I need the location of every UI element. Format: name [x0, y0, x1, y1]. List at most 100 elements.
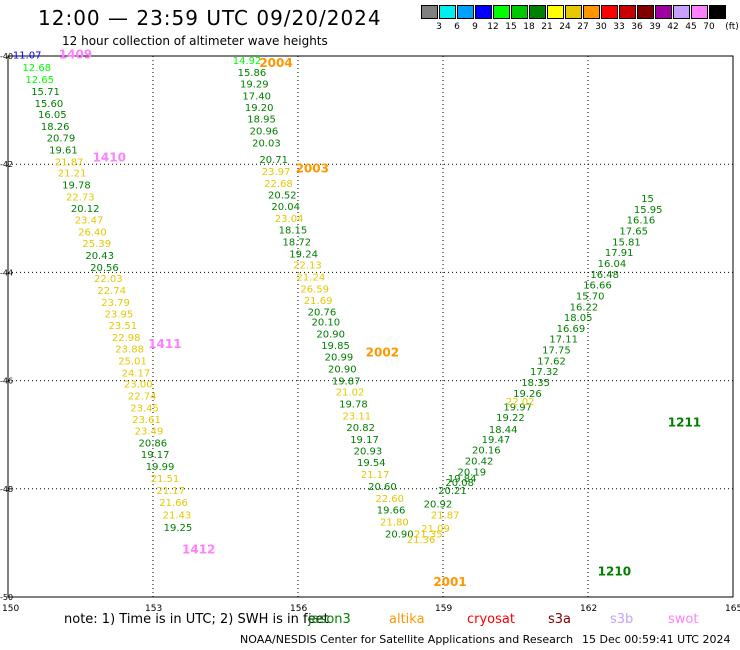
- wave-height-value: 17.40: [242, 91, 271, 102]
- satellite-legend-s3a: s3a: [548, 612, 572, 627]
- wave-height-value: 26.40: [78, 228, 107, 239]
- wave-height-value: 21.43: [163, 511, 192, 522]
- wave-height-value: 23.04: [275, 214, 304, 225]
- wave-height-value: 23.79: [101, 298, 130, 309]
- lat-tick-label: -44: [0, 268, 13, 277]
- wave-height-value: 20.19: [458, 467, 487, 478]
- pass-number-label: 1412: [182, 543, 215, 557]
- wave-height-value: 20.86: [139, 439, 168, 450]
- wave-height-value: 20.71: [259, 155, 288, 166]
- wave-height-value: 20.90: [316, 329, 345, 340]
- lon-tick-label: 153: [145, 604, 162, 614]
- wave-height-value: 20.96: [250, 126, 279, 137]
- wave-height-value: 16.69: [557, 324, 586, 335]
- wave-height-value: 22.13: [293, 261, 322, 272]
- lon-tick-label: 156: [290, 604, 307, 614]
- wave-height-value: 17.11: [549, 335, 578, 346]
- wave-height-value: 21.87: [55, 157, 84, 168]
- wave-height-value: 17.65: [619, 227, 648, 238]
- legend-swatch: [493, 5, 510, 19]
- legend-label: 9: [472, 22, 478, 32]
- wave-height-value: 12.68: [23, 63, 52, 74]
- chart-subtitle: 12 hour collection of altimeter wave hei…: [62, 34, 328, 48]
- legend-label: 70: [703, 22, 715, 32]
- wave-height-value: 20.93: [354, 447, 383, 458]
- legend-label: 36: [631, 22, 643, 32]
- wave-height-value: 19.54: [357, 458, 386, 469]
- wave-height-value: 21.24: [297, 273, 326, 284]
- legend-swatch: [655, 5, 672, 19]
- wave-height-value: 17.62: [537, 356, 566, 367]
- wave-height-value: 20.92: [424, 500, 453, 511]
- legend-swatch: [457, 5, 474, 19]
- wave-height-value: 15.95: [634, 205, 663, 216]
- wave-height-value: 19.17: [141, 450, 170, 461]
- generated-timestamp: 15 Dec 00:59:41 UTC 2024: [582, 633, 731, 646]
- wave-height-value: 15.81: [612, 237, 641, 248]
- wave-height-value: 19.85: [321, 341, 350, 352]
- satellite-legend-swot: swot: [668, 612, 699, 627]
- pass-number-label: 2004: [259, 56, 292, 70]
- wave-height-value: 15.86: [238, 68, 267, 79]
- wave-height-value: 23.51: [109, 321, 138, 332]
- satellite-legend-altika: altika: [389, 612, 425, 627]
- wave-height-value: 16.48: [590, 270, 619, 281]
- lon-tick-label: 159: [435, 604, 452, 614]
- wave-height-value: 14.92: [233, 56, 262, 67]
- wave-height-value: 24.17: [122, 368, 151, 379]
- legend-swatch: [547, 5, 564, 19]
- wave-height-value: 21.02: [336, 388, 365, 399]
- wave-height-value: 22.73: [66, 192, 95, 203]
- legend-swatch: [691, 5, 708, 19]
- lat-tick-label: -50: [0, 593, 13, 602]
- satellite-legend-cryosat: cryosat: [467, 612, 515, 627]
- wave-height-value: 15.71: [31, 87, 60, 98]
- wave-height-value: 21.35: [414, 529, 443, 540]
- wave-height-value: 20.56: [90, 263, 119, 274]
- wave-height-value: 15.60: [35, 99, 64, 110]
- wave-height-value: 20.90: [385, 529, 414, 540]
- wave-height-value: 23.49: [135, 427, 164, 438]
- legend-label: 18: [523, 22, 535, 32]
- satellite-legend-s3b: s3b: [610, 612, 634, 627]
- wave-height-value: 21.17: [156, 486, 185, 497]
- wave-height-value: 15: [641, 194, 654, 205]
- legend-label: 45: [685, 22, 697, 32]
- wave-height-value: 19.29: [240, 79, 269, 90]
- wave-height-value: 20.79: [47, 133, 76, 144]
- wave-height-value: 23.47: [75, 216, 104, 227]
- wave-height-value: 20.76: [308, 308, 337, 319]
- wave-height-value: 21.17: [361, 470, 390, 481]
- wave-height-value: 19.84: [448, 474, 477, 485]
- wave-height-value: 23.45: [130, 403, 159, 414]
- wave-height-value: 26.59: [300, 284, 329, 295]
- lon-tick-label: 162: [580, 604, 597, 614]
- legend-swatch: [421, 5, 438, 19]
- legend-label: 42: [667, 22, 679, 32]
- wave-height-value: 19.97: [503, 402, 532, 413]
- wave-height-value: 21.09: [421, 524, 450, 535]
- wave-height-value: 20.90: [328, 364, 357, 375]
- wave-height-value: 22.03: [94, 274, 123, 285]
- legend-label: 12: [487, 22, 499, 32]
- wave-height-value: 19.24: [289, 249, 318, 260]
- legend-label: 24: [559, 22, 571, 32]
- wave-height-value: 18.95: [247, 115, 276, 126]
- legend-swatch: [709, 5, 726, 19]
- wave-height-value: 15.70: [576, 291, 605, 302]
- wave-height-value: 25.39: [82, 239, 111, 250]
- wave-height-value: 16.16: [627, 216, 656, 227]
- wave-height-value: 12.65: [25, 75, 54, 86]
- legend-label: 15: [505, 22, 517, 32]
- wave-height-value: 18.26: [41, 122, 70, 133]
- wave-height-value: 22.98: [112, 333, 141, 344]
- legend-swatch: [529, 5, 546, 19]
- wave-height-value: 23.97: [262, 167, 291, 178]
- wave-height-value: 20.10: [312, 317, 341, 328]
- wave-height-value: 19.61: [49, 145, 78, 156]
- wave-height-value: 21.66: [159, 498, 188, 509]
- wave-height-value: 23.00: [124, 380, 153, 391]
- wave-height-value: 19.47: [482, 435, 511, 446]
- wave-height-value: 22.02: [506, 397, 535, 408]
- lat-tick-label: -40: [0, 52, 13, 61]
